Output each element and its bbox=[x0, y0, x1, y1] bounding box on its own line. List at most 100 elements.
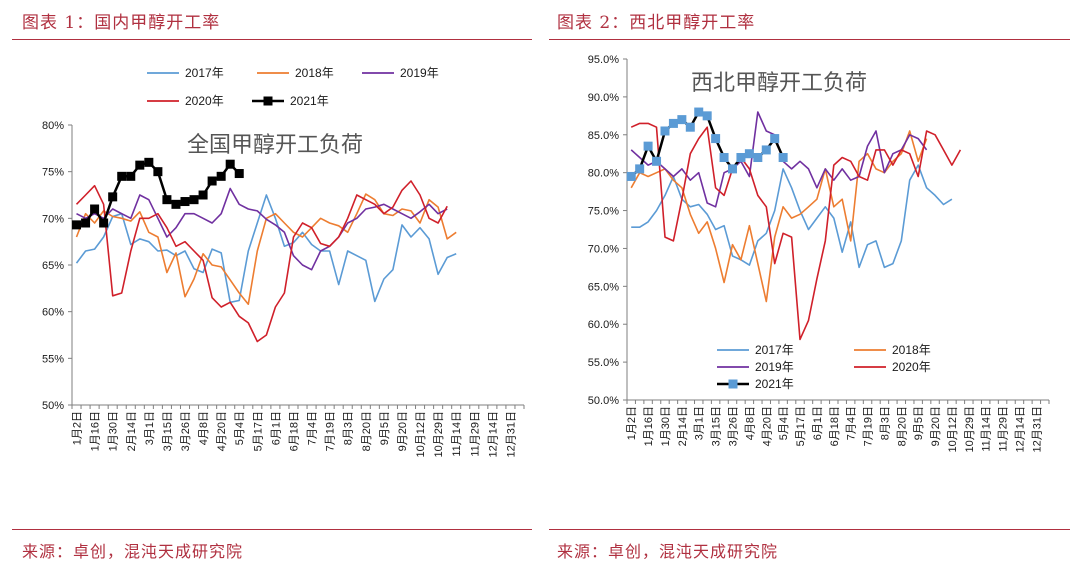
x-tick-label: 11月29日 bbox=[998, 406, 1010, 452]
y-tick-label: 70% bbox=[42, 213, 64, 225]
series-line-4 bbox=[630, 110, 785, 178]
right-source-note: 来源：卓创，混沌天成研究院 bbox=[557, 542, 779, 561]
data-point-marker bbox=[126, 171, 136, 181]
data-point-marker bbox=[117, 171, 127, 181]
data-point-marker bbox=[162, 195, 172, 205]
y-tick-label: 80.0% bbox=[588, 168, 619, 180]
data-point-marker bbox=[744, 149, 754, 159]
x-tick-label: 3月26日 bbox=[728, 406, 740, 446]
y-tick-label: 95.0% bbox=[588, 54, 619, 66]
data-point-marker bbox=[234, 169, 244, 179]
data-point-marker bbox=[719, 153, 729, 163]
x-tick-label: 1月2日 bbox=[72, 411, 84, 445]
y-tick-label: 55.0% bbox=[588, 357, 619, 369]
x-tick-label: 9月20日 bbox=[397, 411, 409, 451]
x-tick-label: 11月14日 bbox=[451, 411, 463, 457]
series-line-3 bbox=[75, 180, 448, 343]
y-tick-label: 85.0% bbox=[588, 130, 619, 142]
x-tick-label: 5月17日 bbox=[795, 406, 807, 446]
data-point-marker bbox=[652, 156, 662, 166]
x-tick-label: 5月17日 bbox=[252, 411, 264, 451]
data-point-marker bbox=[728, 164, 737, 174]
series-line-3 bbox=[630, 122, 962, 341]
x-tick-label: 4月20日 bbox=[761, 406, 773, 446]
x-tick-label: 12月31日 bbox=[1031, 406, 1043, 452]
legend-label-3: 2020年 bbox=[892, 360, 931, 374]
legend-label-3: 2020年 bbox=[185, 94, 224, 108]
legend-label-1: 2018年 bbox=[892, 343, 931, 357]
x-tick-label: 4月8日 bbox=[744, 406, 756, 440]
left-source-rule bbox=[12, 529, 532, 530]
data-point-marker bbox=[207, 176, 217, 186]
x-tick-label: 1月16日 bbox=[90, 411, 102, 451]
data-point-marker bbox=[736, 153, 746, 163]
x-tick-label: 7月19日 bbox=[863, 406, 875, 446]
data-point-marker bbox=[643, 141, 653, 151]
data-point-marker bbox=[626, 171, 636, 181]
x-tick-label: 1月2日 bbox=[626, 406, 638, 440]
y-tick-label: 65% bbox=[42, 260, 64, 272]
x-tick-label: 6月1日 bbox=[812, 406, 824, 440]
y-tick-label: 60% bbox=[42, 307, 64, 319]
x-tick-label: 7月19日 bbox=[325, 411, 337, 451]
y-tick-label: 80% bbox=[42, 120, 64, 132]
x-tick-label: 1月16日 bbox=[643, 406, 655, 446]
left-title-rule bbox=[12, 39, 532, 40]
series-line-0 bbox=[75, 194, 457, 304]
x-tick-label: 3月15日 bbox=[162, 411, 174, 451]
data-point-marker bbox=[761, 145, 771, 155]
data-point-marker bbox=[677, 115, 687, 125]
legend-label-4: 2021年 bbox=[755, 377, 794, 391]
data-point-marker bbox=[90, 204, 100, 214]
x-tick-label: 10月12日 bbox=[415, 411, 427, 457]
right-title-rule bbox=[549, 39, 1070, 40]
legend-label-0: 2017年 bbox=[185, 66, 224, 80]
x-tick-label: 1月30日 bbox=[108, 411, 120, 451]
x-tick-label: 2月14日 bbox=[126, 411, 138, 451]
y-tick-label: 70.0% bbox=[588, 243, 619, 255]
data-point-marker bbox=[108, 192, 118, 202]
legend-label-1: 2018年 bbox=[295, 66, 334, 80]
data-point-marker bbox=[81, 218, 91, 228]
data-point-marker bbox=[180, 197, 190, 207]
x-tick-label: 3月26日 bbox=[180, 411, 192, 451]
x-tick-label: 12月31日 bbox=[505, 411, 517, 457]
y-tick-label: 65.0% bbox=[588, 281, 619, 293]
data-point-marker bbox=[171, 199, 181, 209]
x-tick-label: 10月29日 bbox=[964, 406, 976, 452]
right-panel-title: 图表 2：西北甲醇开工率 bbox=[557, 13, 756, 33]
data-point-marker bbox=[189, 195, 199, 205]
x-tick-label: 2月14日 bbox=[677, 406, 689, 446]
left-panel-title: 图表 1：国内甲醇开工率 bbox=[22, 13, 221, 33]
legend-label-2: 2019年 bbox=[755, 360, 794, 374]
data-point-marker bbox=[153, 167, 163, 177]
data-point-marker bbox=[99, 218, 109, 228]
x-tick-label: 7月4日 bbox=[846, 406, 858, 440]
x-tick-label: 8月20日 bbox=[896, 406, 908, 446]
legend-marker bbox=[263, 96, 273, 106]
x-tick-label: 10月29日 bbox=[433, 411, 445, 457]
data-point-marker bbox=[685, 122, 695, 132]
data-point-marker bbox=[216, 171, 226, 181]
left-source-note: 来源：卓创，混沌天成研究院 bbox=[22, 542, 244, 561]
data-point-marker bbox=[198, 190, 208, 200]
x-tick-label: 9月20日 bbox=[930, 406, 942, 446]
y-tick-label: 90.0% bbox=[588, 92, 619, 104]
data-point-marker bbox=[778, 153, 788, 163]
series-line-0 bbox=[631, 164, 953, 269]
x-tick-label: 6月18日 bbox=[829, 406, 841, 446]
x-tick-label: 12月14日 bbox=[487, 411, 499, 457]
x-tick-label: 6月18日 bbox=[288, 411, 300, 451]
x-tick-label: 5月4日 bbox=[234, 411, 246, 445]
x-tick-label: 3月1日 bbox=[144, 411, 156, 445]
data-point-marker bbox=[694, 107, 704, 117]
data-point-marker bbox=[135, 160, 145, 170]
data-point-marker bbox=[72, 220, 82, 230]
x-tick-label: 6月1日 bbox=[270, 411, 282, 445]
legend-label-2: 2019年 bbox=[400, 66, 439, 80]
left-chart: 50% 55% 60% 65% 70% 75% 80% 1月2日 1月16日 1月30日 2月14日… bbox=[42, 66, 525, 457]
x-tick-label: 8月3日 bbox=[343, 411, 355, 445]
x-tick-label: 10月12日 bbox=[947, 406, 959, 452]
series-line-1 bbox=[630, 130, 928, 303]
chart-overlay-text: 全国甲醇开工负荷 bbox=[187, 133, 363, 158]
